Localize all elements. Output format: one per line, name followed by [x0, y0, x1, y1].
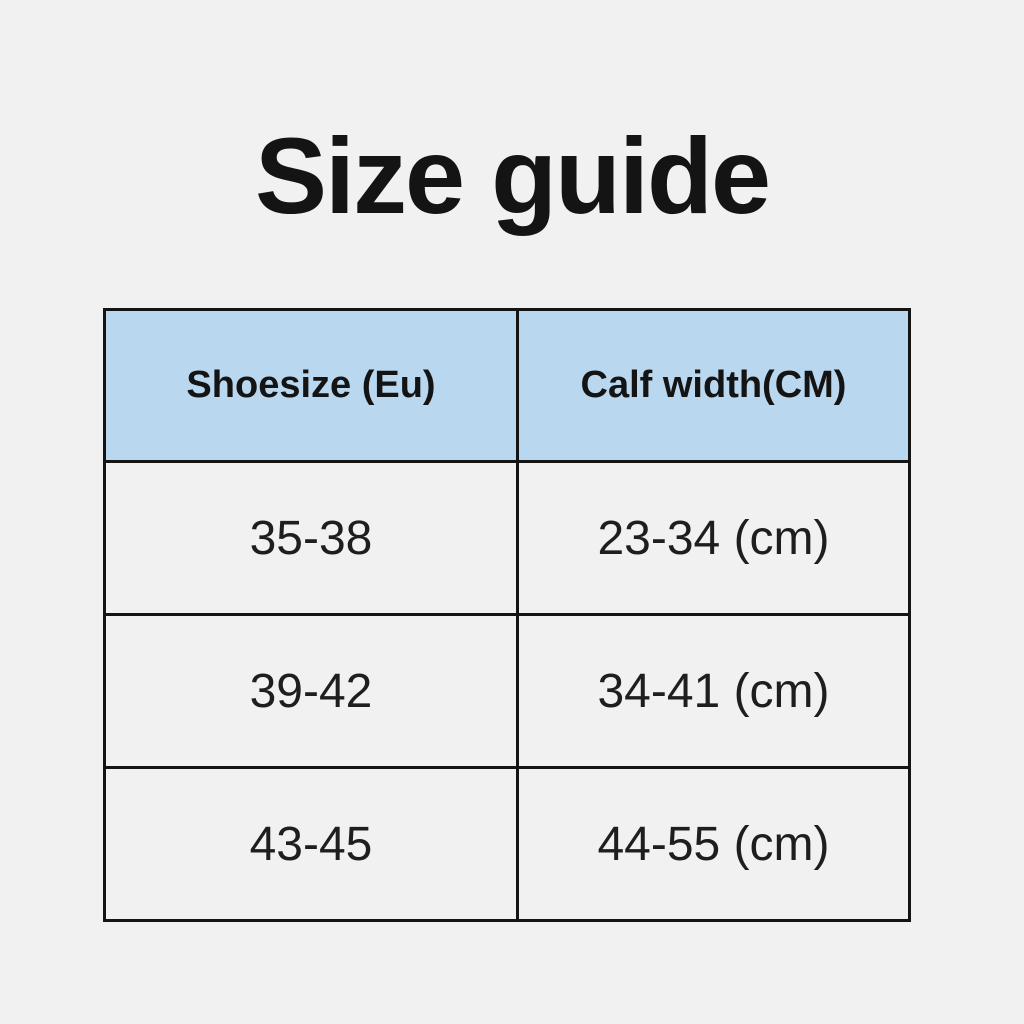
table-row: 43-45 44-55 (cm) [103, 766, 911, 922]
table-row: 35-38 23-34 (cm) [103, 460, 911, 616]
table-header-row: Shoesize (Eu) Calf width(CM) [103, 308, 911, 463]
size-guide-table: Shoesize (Eu) Calf width(CM) 35-38 23-34… [103, 308, 911, 922]
cell-calf-width: 23-34 (cm) [516, 460, 911, 616]
cell-calf-width: 44-55 (cm) [516, 766, 911, 922]
column-header-calf-width: Calf width(CM) [516, 308, 911, 463]
cell-shoesize: 43-45 [103, 766, 519, 922]
cell-shoesize: 39-42 [103, 613, 519, 769]
cell-calf-width: 34-41 (cm) [516, 613, 911, 769]
cell-shoesize: 35-38 [103, 460, 519, 616]
page-title: Size guide [254, 115, 771, 236]
column-header-shoesize: Shoesize (Eu) [103, 308, 519, 463]
table-row: 39-42 34-41 (cm) [103, 613, 911, 769]
